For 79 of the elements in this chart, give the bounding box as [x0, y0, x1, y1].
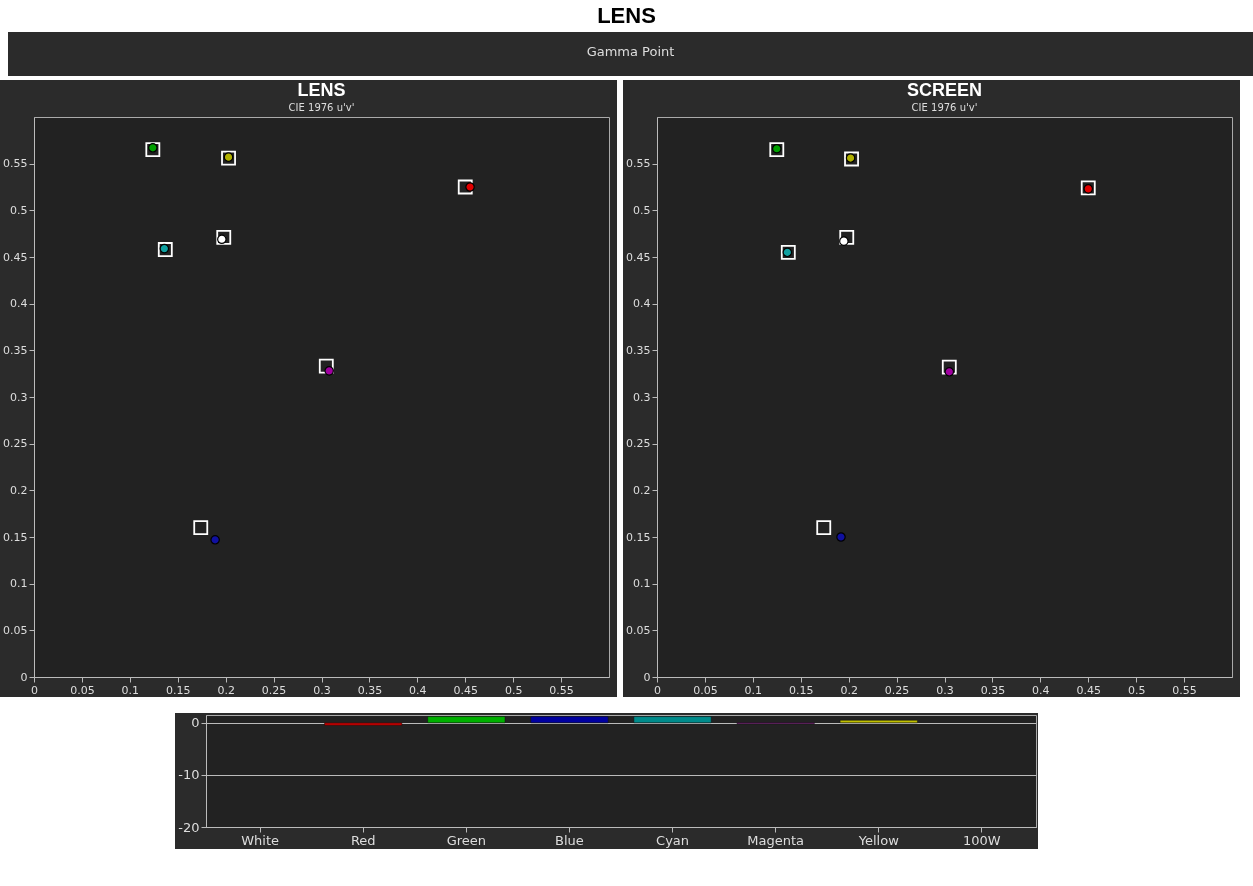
x-tick-label: 0.45 [1076, 683, 1101, 697]
x-tick-label: White [241, 832, 280, 848]
y-tick-label: 0.3 [10, 390, 28, 404]
x-tick-label: 0.35 [980, 683, 1006, 697]
point [145, 142, 161, 158]
point [457, 179, 473, 195]
point [769, 142, 785, 158]
x-tick-label: 0.25 [261, 683, 287, 697]
y-tick-label: 0.55 [626, 157, 651, 171]
x-tick-label: 100W [963, 832, 1001, 848]
y-tick-label: 0.05 [626, 623, 651, 637]
x-tick-label: Red [350, 832, 376, 848]
x-tick-label: 0.05 [693, 683, 718, 697]
y-tick-label: 0.5 [10, 203, 28, 217]
x-tick-label: 0.55 [1172, 683, 1197, 697]
y-tick-label: 0.15 [626, 530, 651, 544]
x-tick-label: Blue [555, 832, 584, 848]
point [216, 229, 232, 245]
y-tick-label: 0.05 [3, 623, 28, 637]
point [839, 229, 855, 245]
point [816, 520, 832, 536]
point [836, 532, 846, 542]
x-tick-label: 0.1 [744, 683, 763, 697]
y-tick-label: 0.2 [633, 483, 651, 497]
y-tick-label: 0.45 [3, 250, 28, 264]
y-tick-label: 0 [20, 670, 28, 684]
y-tick-label: -10 [178, 767, 200, 783]
point [844, 151, 859, 167]
x-tick-label: 0.05 [70, 683, 95, 697]
y-tick-label: -20 [178, 819, 200, 835]
y-tick-label: 0.1 [10, 577, 28, 591]
x-tick-label: 0.55 [549, 683, 574, 697]
y-tick-label: 0.5 [633, 203, 651, 217]
x-tick-label: 0 [654, 683, 661, 697]
y-tick-label: 0.4 [633, 297, 651, 311]
point [318, 358, 334, 374]
chart-title: SCREEN [906, 80, 983, 100]
x-tick-label: 0.25 [884, 683, 910, 697]
point [221, 150, 236, 166]
y-tick-label: 0.45 [626, 250, 651, 264]
x-tick-label: 0.15 [789, 683, 814, 697]
x-tick-label: 0.1 [121, 683, 140, 697]
x-tick-label: 0 [31, 683, 38, 697]
y-tick-label: 0.3 [633, 390, 651, 404]
point [210, 535, 220, 545]
y-tick-label: 0.1 [633, 577, 651, 591]
y-tick-label: 0.2 [10, 483, 28, 497]
x-tick-label: 0.45 [453, 683, 478, 697]
text: Gamma Point [8, 32, 1253, 76]
x-tick-label: 0.4 [409, 683, 427, 697]
x-tick-label: 0.5 [1127, 683, 1146, 697]
x-tick-label: 0.5 [504, 683, 523, 697]
point [941, 359, 957, 375]
point [193, 520, 209, 536]
x-tick-label: 0.35 [357, 683, 383, 697]
x-tick-label: Magenta [747, 832, 805, 848]
x-tick-label: Green [446, 832, 487, 848]
y-tick-label: 0.35 [626, 343, 651, 357]
x-tick-label: 0.4 [1032, 683, 1050, 697]
y-tick-label: 0.55 [3, 157, 28, 171]
y-tick-label: 0.25 [626, 437, 651, 451]
y-tick-label: 0.15 [3, 530, 28, 544]
x-tick-label: 0.3 [936, 683, 954, 697]
x-tick-label: 0.15 [166, 683, 191, 697]
x-tick-label: Yellow [857, 832, 900, 848]
point [1080, 180, 1096, 196]
x-tick-label: Cyan [656, 832, 690, 848]
chart-subtitle: CIE 1976 u'v' [911, 102, 978, 113]
x-tick-label: 0.2 [840, 683, 858, 697]
y-tick-label: 0 [191, 715, 200, 731]
chart-subtitle: CIE 1976 u'v' [288, 102, 355, 113]
y-tick-label: 0.4 [10, 297, 28, 311]
y-tick-label: 0 [643, 670, 651, 684]
x-tick-label: 0.2 [217, 683, 235, 697]
y-tick-label: 0.35 [3, 343, 28, 357]
text: LENS [596, 2, 657, 30]
chart-title: LENS [297, 80, 346, 100]
x-tick-label: 0.3 [313, 683, 331, 697]
y-tick-label: 0.25 [3, 437, 28, 451]
